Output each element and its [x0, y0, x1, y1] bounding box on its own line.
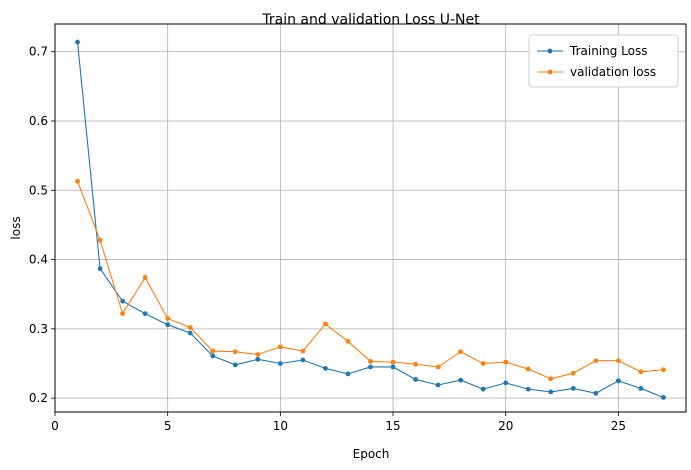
data-point	[142, 311, 148, 317]
data-point	[548, 389, 554, 395]
data-point	[75, 39, 80, 45]
data-point	[661, 367, 666, 373]
legend-label: Training Loss	[569, 44, 647, 58]
y-tick-label: 0.6	[29, 114, 48, 128]
series-layer	[75, 39, 666, 400]
data-point	[638, 386, 644, 391]
series-line	[76, 41, 664, 398]
data-point	[458, 377, 464, 383]
legend-box	[528, 34, 679, 88]
series-1	[75, 178, 666, 382]
data-point	[345, 371, 351, 377]
data-point	[503, 380, 509, 386]
data-point	[435, 364, 441, 370]
data-point	[661, 395, 666, 400]
data-point	[413, 361, 418, 367]
x-tick-label: 15	[385, 419, 400, 433]
legend-marker	[547, 48, 553, 54]
data-point	[503, 359, 509, 365]
data-point	[210, 353, 216, 359]
plot-frame	[54, 23, 687, 413]
data-point	[142, 275, 148, 280]
data-point	[210, 348, 216, 354]
legend: Training Loss validation loss	[528, 34, 679, 88]
y-tick-label: 0.5	[29, 183, 48, 197]
data-point	[615, 378, 621, 384]
data-point	[255, 356, 261, 362]
chart-title: Train and validation Loss U-Net	[261, 12, 480, 28]
data-point	[187, 325, 193, 330]
data-point	[435, 382, 441, 388]
data-point	[300, 348, 306, 354]
data-point	[120, 311, 126, 317]
axis-ticks: 0 5 10 15 20 25 0.2 0.3 0.4 0.5 0.6 0.7	[29, 45, 626, 433]
data-point	[570, 386, 576, 391]
data-point	[615, 358, 621, 364]
data-point	[480, 361, 486, 366]
data-point	[525, 366, 531, 372]
data-point	[97, 266, 103, 271]
data-point	[390, 364, 396, 370]
data-point	[323, 365, 328, 371]
data-point	[368, 359, 373, 364]
data-point	[525, 386, 531, 392]
series-0	[75, 39, 666, 400]
y-tick-label: 0.2	[29, 391, 48, 405]
data-point	[120, 298, 126, 304]
data-point	[300, 357, 306, 363]
legend-marker	[547, 69, 553, 75]
data-point	[277, 361, 283, 366]
data-point	[593, 358, 599, 364]
data-point	[255, 352, 261, 357]
data-point	[548, 376, 554, 382]
data-point	[187, 330, 193, 336]
data-point	[97, 237, 103, 243]
data-point	[165, 316, 171, 321]
legend-label: validation loss	[570, 65, 656, 79]
y-tick-label: 0.4	[29, 253, 48, 267]
data-point	[232, 362, 238, 368]
data-point	[368, 364, 373, 370]
data-point	[638, 369, 644, 375]
y-tick-label: 0.7	[29, 45, 48, 59]
x-tick-label: 0	[51, 419, 59, 433]
data-point	[165, 322, 171, 328]
data-point	[570, 370, 576, 376]
data-point	[593, 390, 599, 396]
x-tick-label: 25	[611, 419, 626, 433]
x-tick-label: 10	[273, 419, 288, 433]
data-point	[232, 349, 238, 355]
data-point	[458, 349, 464, 355]
grid	[54, 24, 686, 412]
y-axis-label: loss	[9, 216, 23, 239]
data-point	[480, 386, 486, 392]
data-point	[413, 377, 418, 382]
data-point	[390, 359, 396, 365]
data-point	[345, 338, 351, 344]
y-tick-label: 0.3	[29, 322, 48, 336]
data-point	[323, 321, 328, 327]
x-tick-label: 20	[498, 419, 513, 433]
x-axis-label: Epoch	[353, 447, 390, 461]
data-point	[277, 344, 283, 350]
series-line	[77, 181, 664, 380]
x-tick-label: 5	[164, 419, 172, 433]
data-point	[75, 178, 80, 184]
